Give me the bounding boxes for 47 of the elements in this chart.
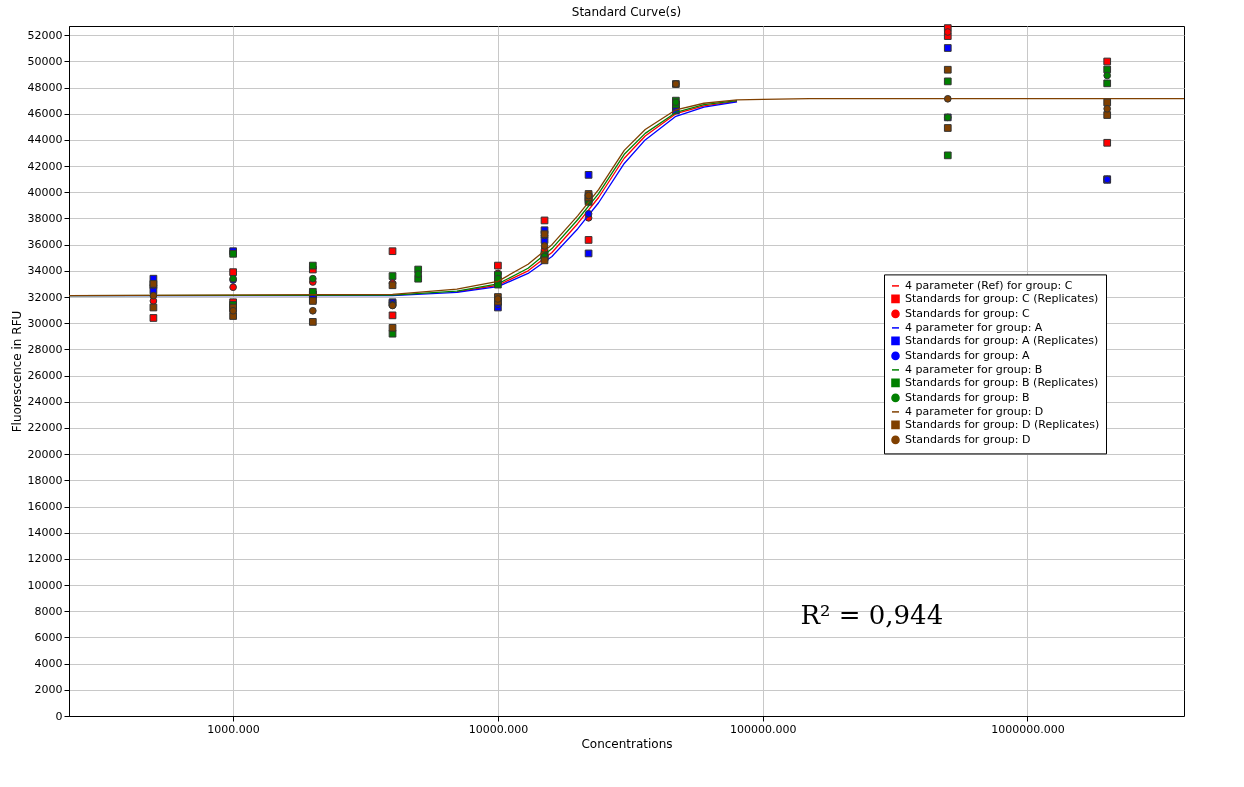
legend-label: Standards for group: D (Replicates) bbox=[905, 417, 1100, 431]
y-tick-label: 42000 bbox=[27, 159, 63, 173]
y-tick-label: 32000 bbox=[27, 290, 63, 304]
y-axis-title: Fluorescence in RFU bbox=[9, 310, 24, 433]
legend-label: Standards for group: C (Replicates) bbox=[905, 291, 1099, 305]
x-tick-label: 1000000.000 bbox=[991, 722, 1065, 736]
y-tick-label: 28000 bbox=[27, 342, 63, 356]
y-tick-label: 2000 bbox=[34, 683, 63, 697]
y-tick-label: 20000 bbox=[27, 447, 63, 461]
y-tick-label: 46000 bbox=[27, 107, 63, 121]
y-tick-label: 14000 bbox=[27, 526, 63, 540]
y-tick-label: 38000 bbox=[27, 211, 63, 225]
y-tick-label: 40000 bbox=[27, 185, 63, 199]
x-tick-label: 10000.000 bbox=[468, 722, 529, 736]
y-tick-label: 4000 bbox=[34, 657, 63, 671]
y-tick-label: 34000 bbox=[27, 264, 63, 278]
legend-label: Standards for group: B bbox=[905, 390, 1030, 404]
y-tick-label: 8000 bbox=[34, 604, 63, 618]
y-tick-label: 52000 bbox=[27, 28, 63, 42]
legend-label: 4 parameter (Ref) for group: C bbox=[905, 278, 1073, 292]
legend-label: Standards for group: D bbox=[905, 432, 1031, 446]
annotation: R² = 0,944 bbox=[800, 599, 944, 630]
legend-label: Standards for group: B (Replicates) bbox=[905, 375, 1099, 389]
legend-label: Standards for group: A (Replicates) bbox=[905, 333, 1099, 347]
y-tick-label: 10000 bbox=[27, 578, 63, 592]
y-tick-label: 44000 bbox=[27, 133, 63, 147]
legend-label: 4 parameter for group: A bbox=[905, 320, 1043, 334]
y-tick-label: 36000 bbox=[27, 238, 63, 252]
y-tick-label: 22000 bbox=[27, 421, 63, 435]
y-tick-label: 6000 bbox=[34, 630, 63, 644]
y-tick-label: 0 bbox=[55, 709, 63, 723]
legend-label: 4 parameter for group: D bbox=[905, 404, 1044, 418]
y-tick-label: 12000 bbox=[27, 552, 63, 566]
y-tick-label: 30000 bbox=[27, 316, 63, 330]
y-tick-label: 26000 bbox=[27, 369, 63, 383]
y-tick-label: 18000 bbox=[27, 473, 63, 487]
legend-label: Standards for group: A bbox=[905, 348, 1031, 362]
x-tick-label: 1000.000 bbox=[207, 722, 260, 736]
legend-label: Standards for group: C bbox=[905, 306, 1031, 320]
y-tick-label: 16000 bbox=[27, 500, 63, 514]
legend-label: 4 parameter for group: B bbox=[905, 362, 1043, 376]
x-axis-title: Concentrations bbox=[581, 736, 673, 751]
x-tick-label: 100000.000 bbox=[729, 722, 797, 736]
y-tick-label: 50000 bbox=[27, 54, 63, 68]
chart-title: Standard Curve(s) bbox=[571, 4, 682, 19]
y-tick-label: 48000 bbox=[27, 81, 63, 95]
y-tick-label: 24000 bbox=[27, 395, 63, 409]
